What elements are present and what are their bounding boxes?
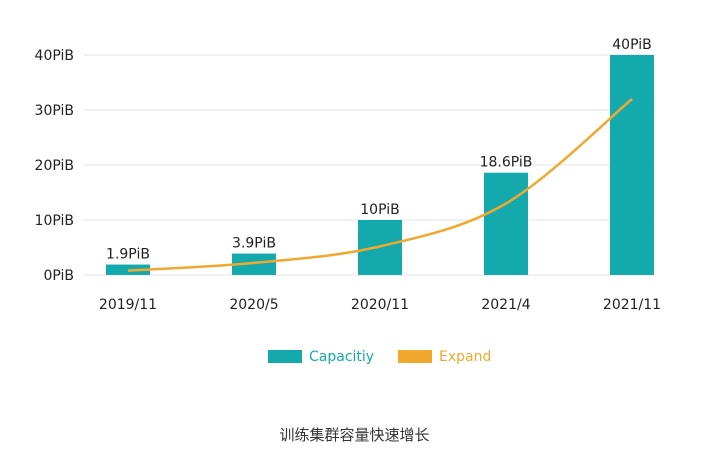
line-series [127,98,633,272]
bar [232,253,276,275]
expand-line [127,98,633,272]
x-tick-label: 2020/11 [351,297,409,313]
x-tick-label: 2019/11 [99,297,157,313]
legend-swatch-expand [398,350,432,363]
x-axis: 2019/11 2020/5 2020/11 2021/4 2021/11 [99,297,661,313]
y-axis: 0PiB 10PiB 20PiB 30PiB 40PiB [35,48,74,284]
capacity-chart: 0PiB 10PiB 20PiB 30PiB 40PiB 1.9PiB 3.9PiB 10P… [35,37,662,365]
bar [610,55,654,275]
x-tick-label: 2021/4 [481,297,530,313]
bar [484,172,528,275]
chart-legend: Capacitiy Expand [268,349,491,365]
legend-label-capacity: Capacitiy [309,349,374,365]
y-tick-label: 40PiB [35,48,74,64]
y-tick-label: 10PiB [35,213,74,229]
bar-data-label: 3.9PiB [232,236,276,252]
y-tick-label: 30PiB [35,103,74,119]
y-tick-label: 20PiB [35,158,74,174]
legend-label-expand: Expand [439,349,491,365]
x-tick-label: 2021/11 [603,297,661,313]
y-tick-label: 0PiB [43,268,74,284]
bar-data-label: 10PiB [360,202,399,218]
chart-caption: 训练集群容量快速增长 [279,426,430,444]
x-tick-label: 2020/5 [229,297,278,313]
bar-data-label: 1.9PiB [106,247,150,263]
chart-gridlines [84,54,655,276]
bar-data-label: 18.6PiB [480,155,533,171]
bar-data-label: 40PiB [612,37,651,53]
legend-swatch-capacity [268,350,302,363]
bar-data-labels: 1.9PiB 3.9PiB 10PiB 18.6PiB 40PiB [106,37,652,263]
